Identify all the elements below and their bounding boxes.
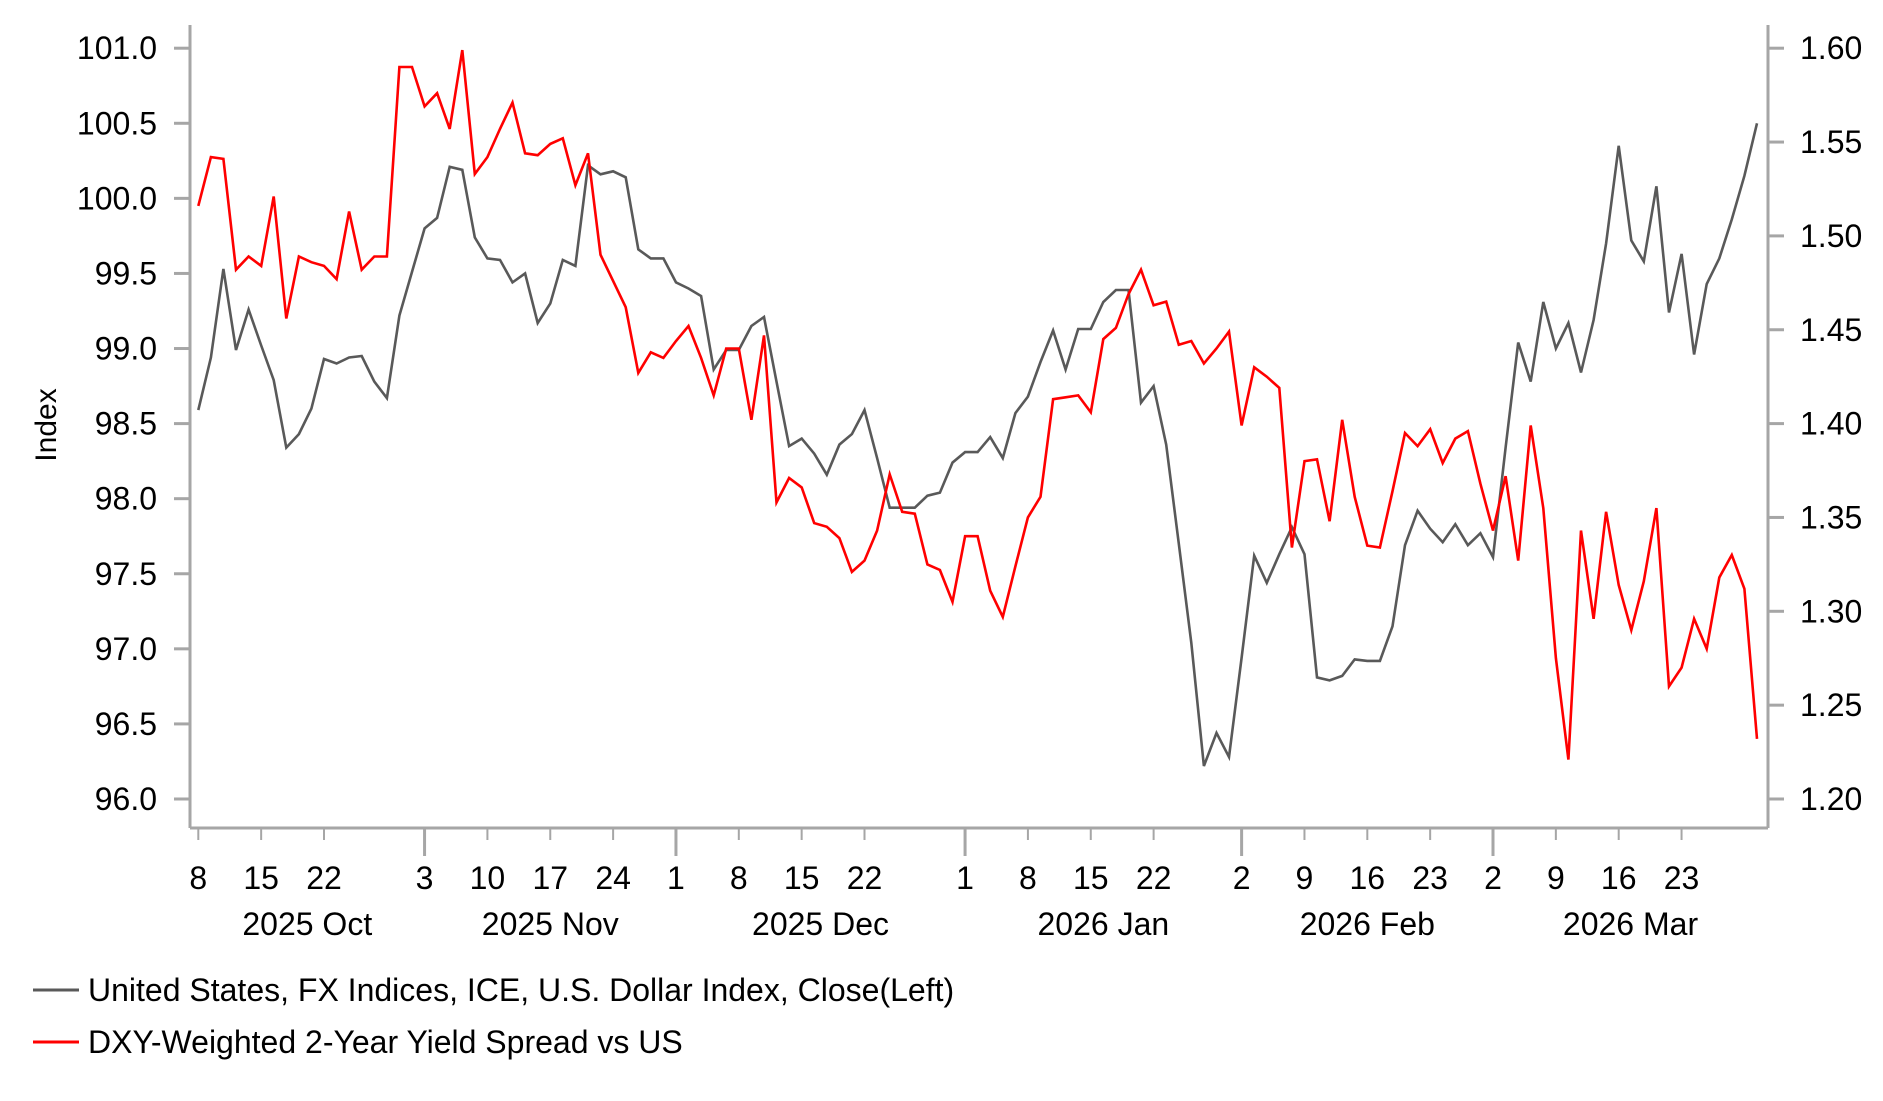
- axes: 96.0 96.5 97.0 97.5 98.0 98.5 99.0 99.5 100.0 100…: [77, 25, 1862, 942]
- y-tick-label-left: 99.0: [95, 331, 157, 367]
- x-tick-label: 8: [189, 860, 207, 896]
- x-tick-label: 8: [730, 860, 748, 896]
- y-tick-label-right: 1.40: [1800, 406, 1862, 442]
- y-tick-label-left: 96.5: [95, 706, 157, 742]
- x-tick-label: 1: [956, 860, 974, 896]
- month-label: 2025 Nov: [482, 906, 619, 942]
- y-axis-title-left: Index: [30, 388, 63, 461]
- month-label: 2025 Oct: [242, 906, 372, 942]
- x-tick-label: 15: [1073, 860, 1109, 896]
- y-tick-label-right: 1.20: [1800, 781, 1862, 817]
- x-tick-label: 8: [1019, 860, 1037, 896]
- y-tick-label-left: 98.5: [95, 406, 157, 442]
- x-tick-label: 22: [306, 860, 342, 896]
- month-label: 2025 Dec: [752, 906, 889, 942]
- y-tick-label-left: 98.0: [95, 481, 157, 517]
- legend-label: DXY-Weighted 2-Year Yield Spread vs US: [88, 1024, 683, 1060]
- x-tick-label: 9: [1296, 860, 1314, 896]
- y-tick-label-left: 99.5: [95, 255, 157, 291]
- x-tick-label: 17: [532, 860, 568, 896]
- x-tick-label: 3: [416, 860, 434, 896]
- series-layer: [197, 49, 1759, 767]
- x-tick-label: 24: [595, 860, 631, 896]
- y-tick-label-right: 1.50: [1800, 218, 1862, 254]
- x-tick-label: 2: [1484, 860, 1502, 896]
- y-tick-label-left: 97.0: [95, 631, 157, 667]
- x-tick-label: 10: [470, 860, 506, 896]
- y-tick-label-left: 100.5: [77, 105, 157, 141]
- series-line-dollar-index: [197, 122, 1759, 767]
- legend-label: United States, FX Indices, ICE, U.S. Dol…: [88, 972, 954, 1008]
- x-tick-label: 23: [1412, 860, 1448, 896]
- y-tick-label-left: 101.0: [77, 30, 157, 66]
- x-tick-label: 2: [1233, 860, 1251, 896]
- x-tick-label: 22: [847, 860, 883, 896]
- legend: United States, FX Indices, ICE, U.S. Dol…: [33, 972, 954, 1060]
- x-tick-label: 23: [1664, 860, 1700, 896]
- data-points-dollar-index: [198, 123, 1757, 766]
- y-tick-label-right: 1.45: [1800, 312, 1862, 348]
- y-tick-label-left: 97.5: [95, 556, 157, 592]
- x-tick-label: 1: [667, 860, 685, 896]
- series-line-yield-spread: [197, 49, 1759, 760]
- month-label: 2026 Mar: [1563, 906, 1699, 942]
- x-tick-label: 15: [243, 860, 279, 896]
- y-tick-label-left: 100.0: [77, 180, 157, 216]
- y-tick-label-right: 1.25: [1800, 687, 1862, 723]
- month-label: 2026 Jan: [1038, 906, 1170, 942]
- month-label: 2026 Feb: [1300, 906, 1435, 942]
- x-tick-label: 16: [1601, 860, 1637, 896]
- data-points-yield-spread: [198, 50, 1757, 760]
- y-tick-label-right: 1.35: [1800, 499, 1862, 535]
- x-tick-label: 9: [1547, 860, 1565, 896]
- x-tick-label: 22: [1136, 860, 1172, 896]
- x-tick-label: 16: [1350, 860, 1386, 896]
- y-tick-label-right: 1.30: [1800, 593, 1862, 629]
- y-tick-label-right: 1.55: [1800, 124, 1862, 160]
- y-tick-label-left: 96.0: [95, 781, 157, 817]
- y-tick-label-right: 1.60: [1800, 30, 1862, 66]
- x-tick-label: 15: [784, 860, 820, 896]
